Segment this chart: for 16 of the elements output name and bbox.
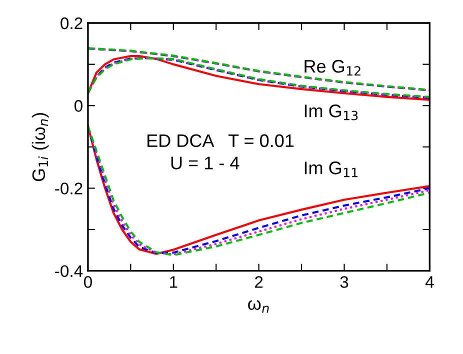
y-axis-title: G$_{1i}$ (iω$_{n}$): [32, 113, 49, 182]
annotation: Im G$_{11}$: [304, 162, 358, 178]
x-tick-label: 2: [255, 276, 263, 288]
y-tick-label: -0.4: [55, 265, 83, 278]
annotation: Re G$_{12}$: [304, 60, 360, 76]
y-tick-label: -0.2: [55, 182, 82, 194]
y-tick-label: 0.2: [60, 17, 82, 30]
x-tick-label: 1: [170, 276, 178, 288]
x-tick-label: 3: [340, 276, 348, 288]
annotation: U = 1 - 4: [171, 156, 240, 170]
annotation: ED DCA T = 0.01: [148, 134, 294, 148]
annotation: Im G$_{13}$: [304, 104, 358, 120]
x-tick-label: 4: [425, 276, 434, 288]
y-tick-label: 0: [74, 100, 82, 112]
x-axis-title: ω$_{n}$: [248, 300, 269, 313]
x-tick-label: 0: [84, 276, 92, 288]
